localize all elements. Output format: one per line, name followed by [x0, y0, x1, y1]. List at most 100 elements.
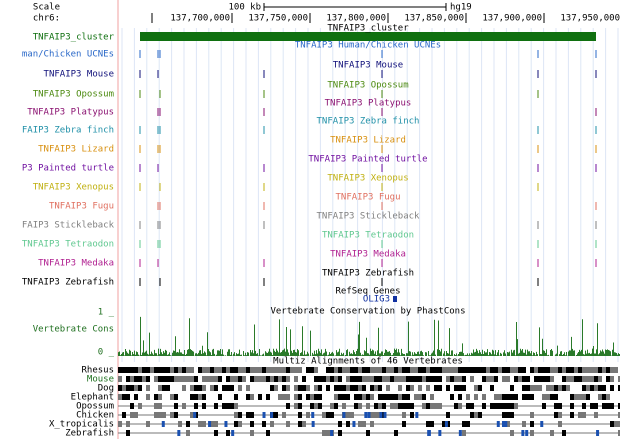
alignment-block [234, 367, 238, 373]
alignment-block [302, 421, 306, 427]
alignment-block [406, 403, 410, 409]
alignment-block [266, 430, 270, 436]
alignment-block [274, 376, 278, 382]
alignment-block [490, 403, 494, 409]
track-label: man/Chicken UCNEs [22, 50, 114, 60]
alignment-block [378, 367, 382, 373]
alignment-block [266, 376, 270, 382]
alignment-block [134, 394, 138, 400]
alignment-block [562, 367, 566, 373]
alignment-block [258, 376, 262, 382]
alignment-block [418, 367, 422, 373]
alignment-block [386, 385, 390, 391]
ruler-label: 137,850,000 [404, 14, 464, 24]
conservation-wiggle [118, 316, 620, 356]
alignment-block [482, 367, 486, 373]
alignment-block [130, 385, 134, 391]
alignment-block [266, 367, 270, 373]
track-label: TNFAIP3 Lizard [38, 145, 114, 155]
alignment-block [542, 394, 546, 400]
alignment-block [350, 412, 354, 418]
alignment-block [334, 403, 338, 409]
alignment-block [126, 394, 130, 400]
alignment-block [202, 421, 206, 427]
alignment-block [402, 421, 406, 427]
alignment-block [154, 403, 158, 409]
alignment-block [186, 421, 190, 427]
alignment-block [182, 385, 186, 391]
alignment-insert [496, 421, 500, 427]
alignment-block [238, 385, 242, 391]
alignment-block [406, 385, 410, 391]
alignment-block [402, 367, 406, 373]
alignment-block [370, 394, 374, 400]
alignment-block [506, 421, 510, 427]
alignment-block [354, 385, 358, 391]
alignment-block [462, 376, 466, 382]
alignment-block [334, 394, 338, 400]
alignment-block [434, 403, 438, 409]
alignment-insert [383, 412, 387, 418]
alignment-block [530, 394, 534, 400]
alignment-block [118, 385, 122, 391]
alignment-block [234, 394, 238, 400]
alignment-block [434, 367, 438, 373]
alignment-block [126, 376, 130, 382]
alignment-block [562, 430, 566, 436]
alignment-block [594, 403, 598, 409]
alignment-block [250, 412, 254, 418]
alignment-block [174, 403, 178, 409]
alignment-block [274, 385, 278, 391]
alignment-block [510, 412, 514, 418]
alignment-block [462, 385, 466, 391]
alignment-block [342, 394, 346, 400]
alignment-block [378, 394, 382, 400]
alignment-block [162, 367, 166, 373]
alignment-block [182, 367, 186, 373]
track-label: Vertebrate Cons [33, 325, 114, 335]
alignment-block [258, 394, 262, 400]
alignment-block [190, 376, 194, 382]
alignment-block [450, 394, 454, 400]
alignment-block [118, 394, 122, 400]
alignment-block [494, 394, 498, 400]
alignment-block [226, 403, 230, 409]
alignment-block [338, 430, 342, 436]
alignment-block [378, 403, 382, 409]
alignment-block [590, 403, 594, 409]
alignment-block [366, 430, 370, 436]
alignment-block [618, 403, 620, 409]
alignment-block [194, 376, 198, 382]
alignment-block [250, 376, 254, 382]
alignment-block [462, 367, 466, 373]
alignment-block [398, 385, 402, 391]
alignment-block [218, 394, 222, 400]
alignment-block [202, 394, 206, 400]
alignment-block [210, 367, 214, 373]
alignment-block [470, 403, 474, 409]
alignment-block [378, 385, 382, 391]
alignment-block [586, 367, 590, 373]
alignment-block [362, 376, 366, 382]
ruler-label: 137,950,000 [560, 14, 620, 24]
alignment-block [530, 412, 534, 418]
alignment-block [606, 394, 610, 400]
alignment-block [122, 394, 126, 400]
alignment-block [198, 421, 202, 427]
alignment-block [270, 385, 274, 391]
alignment-block [282, 394, 286, 400]
alignment-block [530, 421, 534, 427]
alignment-block [358, 376, 362, 382]
alignment-block [154, 394, 158, 400]
track-title: TNFAIP3 Tetraodon [322, 231, 414, 241]
alignment-block [598, 385, 602, 391]
alignment-block [130, 376, 134, 382]
alignment-block [398, 394, 402, 400]
alignment-block [578, 367, 582, 373]
alignment-block [234, 403, 238, 409]
alignment-block [194, 403, 198, 409]
track-title: TNFAIP3 Painted turtle [308, 155, 427, 165]
alignment-block [238, 367, 242, 373]
alignment-block [614, 367, 618, 373]
alignment-block [510, 430, 514, 436]
